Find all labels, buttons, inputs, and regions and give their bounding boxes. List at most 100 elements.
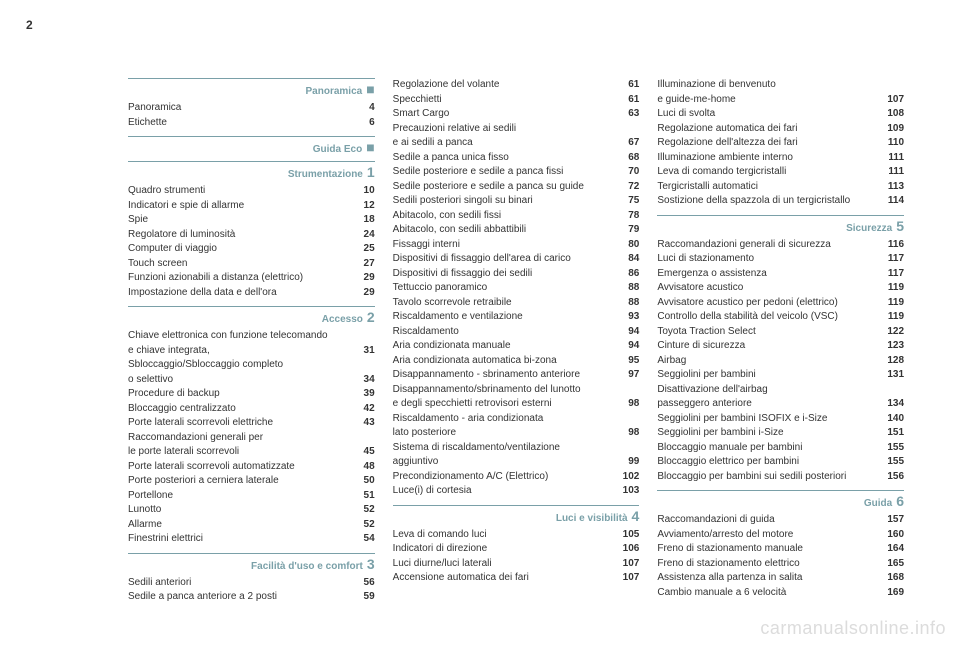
toc-entry-label: Lunotto — [128, 503, 364, 518]
section-title: Guida — [864, 498, 892, 509]
toc-entry-label: Panoramica — [128, 101, 369, 116]
toc-entry-page: 48 — [364, 460, 375, 475]
section-marker: 6 — [896, 494, 904, 508]
toc-entry-line: Chiave elettronica con funzione telecoma… — [128, 329, 375, 344]
toc-entry: lato posteriore98 — [393, 426, 640, 441]
toc-entry: Luci di stazionamento117 — [657, 252, 904, 267]
toc-entry-page: 61 — [628, 93, 639, 108]
toc-entry-label: Smart Cargo — [393, 107, 629, 122]
toc-entry: Spie18 — [128, 213, 375, 228]
toc-entry: Smart Cargo63 — [393, 107, 640, 122]
toc-entry-label: Spie — [128, 213, 364, 228]
toc-entry-label: Aria condizionata manuale — [393, 339, 629, 354]
toc-entry-label: Porte posteriori a cerniera laterale — [128, 474, 364, 489]
toc-entry-label: Tergicristalli automatici — [657, 180, 888, 195]
toc-entry-label: Porte laterali scorrevoli automatizzate — [128, 460, 364, 475]
toc-entry: Porte laterali scorrevoli elettriche43 — [128, 416, 375, 431]
toc-entry-page: 155 — [887, 441, 904, 456]
section-header: Luci e visibilità4 — [393, 505, 640, 524]
toc-entry: Abitacolo, con sedili abbattibili79 — [393, 223, 640, 238]
toc-entry-page: 80 — [628, 238, 639, 253]
toc-entry-label: Regolazione dell'altezza dei fari — [657, 136, 888, 151]
toc-entry-label: Indicatori e spie di allarme — [128, 199, 364, 214]
toc-entry: Luce(i) di cortesia103 — [393, 484, 640, 499]
toc-entry-page: 114 — [888, 194, 904, 209]
toc-entry-page: 98 — [628, 426, 639, 441]
section-marker: 5 — [896, 219, 904, 233]
section-header: Guida 6 — [657, 490, 904, 509]
toc-entry-label: Portellone — [128, 489, 364, 504]
toc-entry-page: 84 — [628, 252, 639, 267]
toc-entry: Abitacolo, con sedili fissi78 — [393, 209, 640, 224]
section-title: Accesso — [322, 314, 363, 325]
toc-entry-label: Allarme — [128, 518, 364, 533]
toc-entry-page: 52 — [364, 518, 375, 533]
toc-entry-label: Luci diurne/luci laterali — [393, 557, 623, 572]
toc-entry: Sedile posteriore e sedile a panca fissi… — [393, 165, 640, 180]
toc-entry-page: 67 — [628, 136, 639, 151]
toc-entry-label: Specchietti — [393, 93, 629, 108]
section-title: Luci e visibilità — [556, 513, 628, 524]
toc-entry-page: 165 — [887, 557, 904, 572]
toc-entry: o selettivo34 — [128, 373, 375, 388]
toc-entry: Dispositivi di fissaggio dell'area di ca… — [393, 252, 640, 267]
toc-entry: Panoramica4 — [128, 101, 375, 116]
toc-entry-page: 131 — [887, 368, 904, 383]
toc-entry: Tergicristalli automatici113 — [657, 180, 904, 195]
toc-entry: aggiuntivo99 — [393, 455, 640, 470]
toc-entry: Regolazione del volante61 — [393, 78, 640, 93]
section-header: Sicurezza5 — [657, 215, 904, 234]
section-header: Strumentazione1 — [128, 161, 375, 180]
toc-entry-page: 160 — [887, 528, 904, 543]
toc-entry-page: 61 — [628, 78, 639, 93]
toc-entry-page: 117 — [888, 267, 904, 282]
toc-entry-label: Abitacolo, con sedili abbattibili — [393, 223, 629, 238]
toc-entry: Regolazione dell'altezza dei fari110 — [657, 136, 904, 151]
toc-entry-page: 51 — [364, 489, 375, 504]
toc-entry-page: 117 — [888, 252, 904, 267]
toc-entry-page: 52 — [364, 503, 375, 518]
toc-entry-page: 42 — [364, 402, 375, 417]
toc-entry-page: 140 — [887, 412, 904, 427]
toc-entry-page: 134 — [887, 397, 904, 412]
toc-entry-label: o selettivo — [128, 373, 364, 388]
toc-entry-page: 39 — [364, 387, 375, 402]
section-marker: 3 — [367, 557, 375, 571]
toc-entry-page: 68 — [628, 151, 639, 166]
toc-entry-page: 109 — [887, 122, 904, 137]
toc-entry: Aria condizionata manuale94 — [393, 339, 640, 354]
toc-entry: Porte laterali scorrevoli automatizzate4… — [128, 460, 375, 475]
toc-entry-page: 10 — [364, 184, 375, 199]
toc-entry-page: 18 — [364, 213, 375, 228]
toc-entry-label: Leva di comando tergicristalli — [657, 165, 888, 180]
toc-entry-page: 88 — [628, 296, 639, 311]
toc-content: Panoramica■Panoramica4Etichette6Guida Ec… — [128, 78, 904, 605]
section-title: Guida Eco — [313, 144, 362, 155]
toc-entry: Dispositivi di fissaggio dei sedili86 — [393, 267, 640, 282]
toc-entry-label: Assistenza alla partenza in salita — [657, 571, 887, 586]
toc-entry: Lunotto52 — [128, 503, 375, 518]
toc-entry-label: e chiave integrata, — [128, 344, 364, 359]
toc-entry: Toyota Traction Select122 — [657, 325, 904, 340]
toc-entry-page: 102 — [623, 470, 640, 485]
toc-entry-label: Avvisatore acustico per pedoni (elettric… — [657, 296, 888, 311]
toc-entry-label: Riscaldamento e ventilazione — [393, 310, 629, 325]
toc-entry: Raccomandazioni generali di sicurezza116 — [657, 238, 904, 253]
toc-entry-page: 70 — [628, 165, 639, 180]
toc-entry-line: Disappannamento/sbrinamento del lunotto — [393, 383, 640, 398]
toc-entry-label: Luci di stazionamento — [657, 252, 888, 267]
toc-column: Regolazione del volante61Specchietti61Sm… — [393, 78, 640, 605]
toc-entry-label: Impostazione della data e dell'ora — [128, 286, 364, 301]
toc-entry-page: 56 — [364, 576, 375, 591]
toc-entry-label: Computer di viaggio — [128, 242, 364, 257]
toc-entry: Bloccaggio manuale per bambini155 — [657, 441, 904, 456]
toc-entry: Luci diurne/luci laterali107 — [393, 557, 640, 572]
toc-entry-line: Sbloccaggio/Sbloccaggio completo — [128, 358, 375, 373]
toc-entry: Luci di svolta108 — [657, 107, 904, 122]
toc-entry-label: Indicatori di direzione — [393, 542, 623, 557]
toc-entry-label: Riscaldamento — [393, 325, 629, 340]
toc-entry-label: Freno di stazionamento elettrico — [657, 557, 887, 572]
toc-entry-label: Luce(i) di cortesia — [393, 484, 623, 499]
toc-entry-label: Regolazione automatica dei fari — [657, 122, 887, 137]
toc-entry: Avvisatore acustico119 — [657, 281, 904, 296]
